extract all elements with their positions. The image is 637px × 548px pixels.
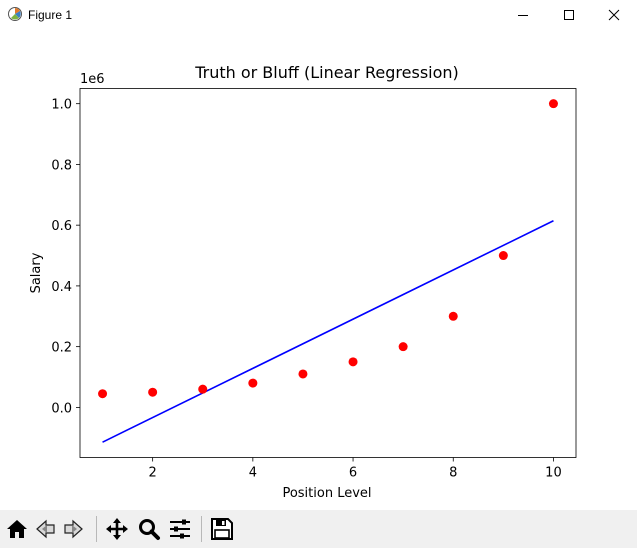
plot-marks	[98, 99, 558, 443]
chart-title: Truth or Bluff (Linear Regression)	[194, 63, 459, 82]
axis-ticks: 2 4 6 8 10 0.0 0.2 0.4 0.6 0.8 1.0	[51, 98, 561, 481]
matplotlib-figure-icon	[8, 7, 22, 21]
back-arrow-icon	[36, 519, 55, 539]
save-floppy-icon	[211, 518, 233, 540]
configure-subplots-icon	[170, 519, 190, 539]
forward-arrow-icon	[64, 519, 83, 539]
x-tick-label: 6	[349, 466, 357, 481]
data-point	[98, 389, 108, 399]
y-axis-label: Salary	[29, 252, 44, 293]
plot-canvas[interactable]: 2 4 6 8 10 0.0 0.2 0.4 0.6 0.8 1.0 Truth or Bluff …	[0, 30, 637, 510]
title-bar: Figure 1	[0, 0, 637, 30]
pan-button[interactable]	[103, 515, 131, 543]
y-tick-label: 0.6	[51, 219, 72, 234]
axes-frame	[79, 88, 577, 458]
x-tick-label: 2	[149, 466, 157, 481]
maximize-button[interactable]	[546, 0, 592, 30]
data-point	[498, 251, 508, 261]
y-tick-label: 0.2	[51, 341, 72, 356]
data-point	[198, 384, 208, 394]
home-button[interactable]	[3, 515, 31, 543]
data-point	[348, 357, 358, 367]
y-tick-label: 1.0	[51, 98, 72, 113]
window-title: Figure 1	[28, 8, 73, 22]
forward-button[interactable]	[60, 515, 88, 543]
pan-move-icon	[106, 518, 128, 540]
data-point	[148, 387, 158, 397]
y-offset-label: 1e6	[80, 72, 105, 87]
y-tick-label: 0.4	[51, 280, 72, 295]
data-point	[248, 378, 258, 388]
minimize-button[interactable]	[500, 0, 546, 30]
minimize-icon	[518, 15, 528, 16]
regression-line	[102, 220, 554, 443]
maximize-icon	[564, 10, 574, 20]
home-icon	[7, 520, 27, 538]
y-tick-label: 0.8	[51, 158, 72, 173]
zoom-button[interactable]	[135, 515, 163, 543]
toolbar-separator	[96, 516, 97, 542]
data-point	[448, 311, 458, 321]
navigation-toolbar	[0, 510, 637, 548]
x-tick-label: 10	[545, 466, 562, 481]
toolbar-separator	[201, 516, 202, 542]
data-point	[298, 369, 308, 379]
save-button[interactable]	[208, 515, 236, 543]
configure-subplots-button[interactable]	[166, 515, 194, 543]
axes	[79, 88, 577, 458]
close-button[interactable]	[591, 0, 637, 30]
close-icon	[608, 9, 620, 21]
back-button[interactable]	[31, 515, 59, 543]
zoom-magnifier-icon	[139, 519, 160, 540]
data-point	[548, 99, 558, 109]
x-axis-label: Position Level	[282, 486, 371, 501]
x-tick-label: 4	[249, 466, 257, 481]
data-point	[398, 342, 408, 352]
y-tick-label: 0.0	[51, 401, 72, 416]
x-tick-label: 8	[449, 466, 457, 481]
